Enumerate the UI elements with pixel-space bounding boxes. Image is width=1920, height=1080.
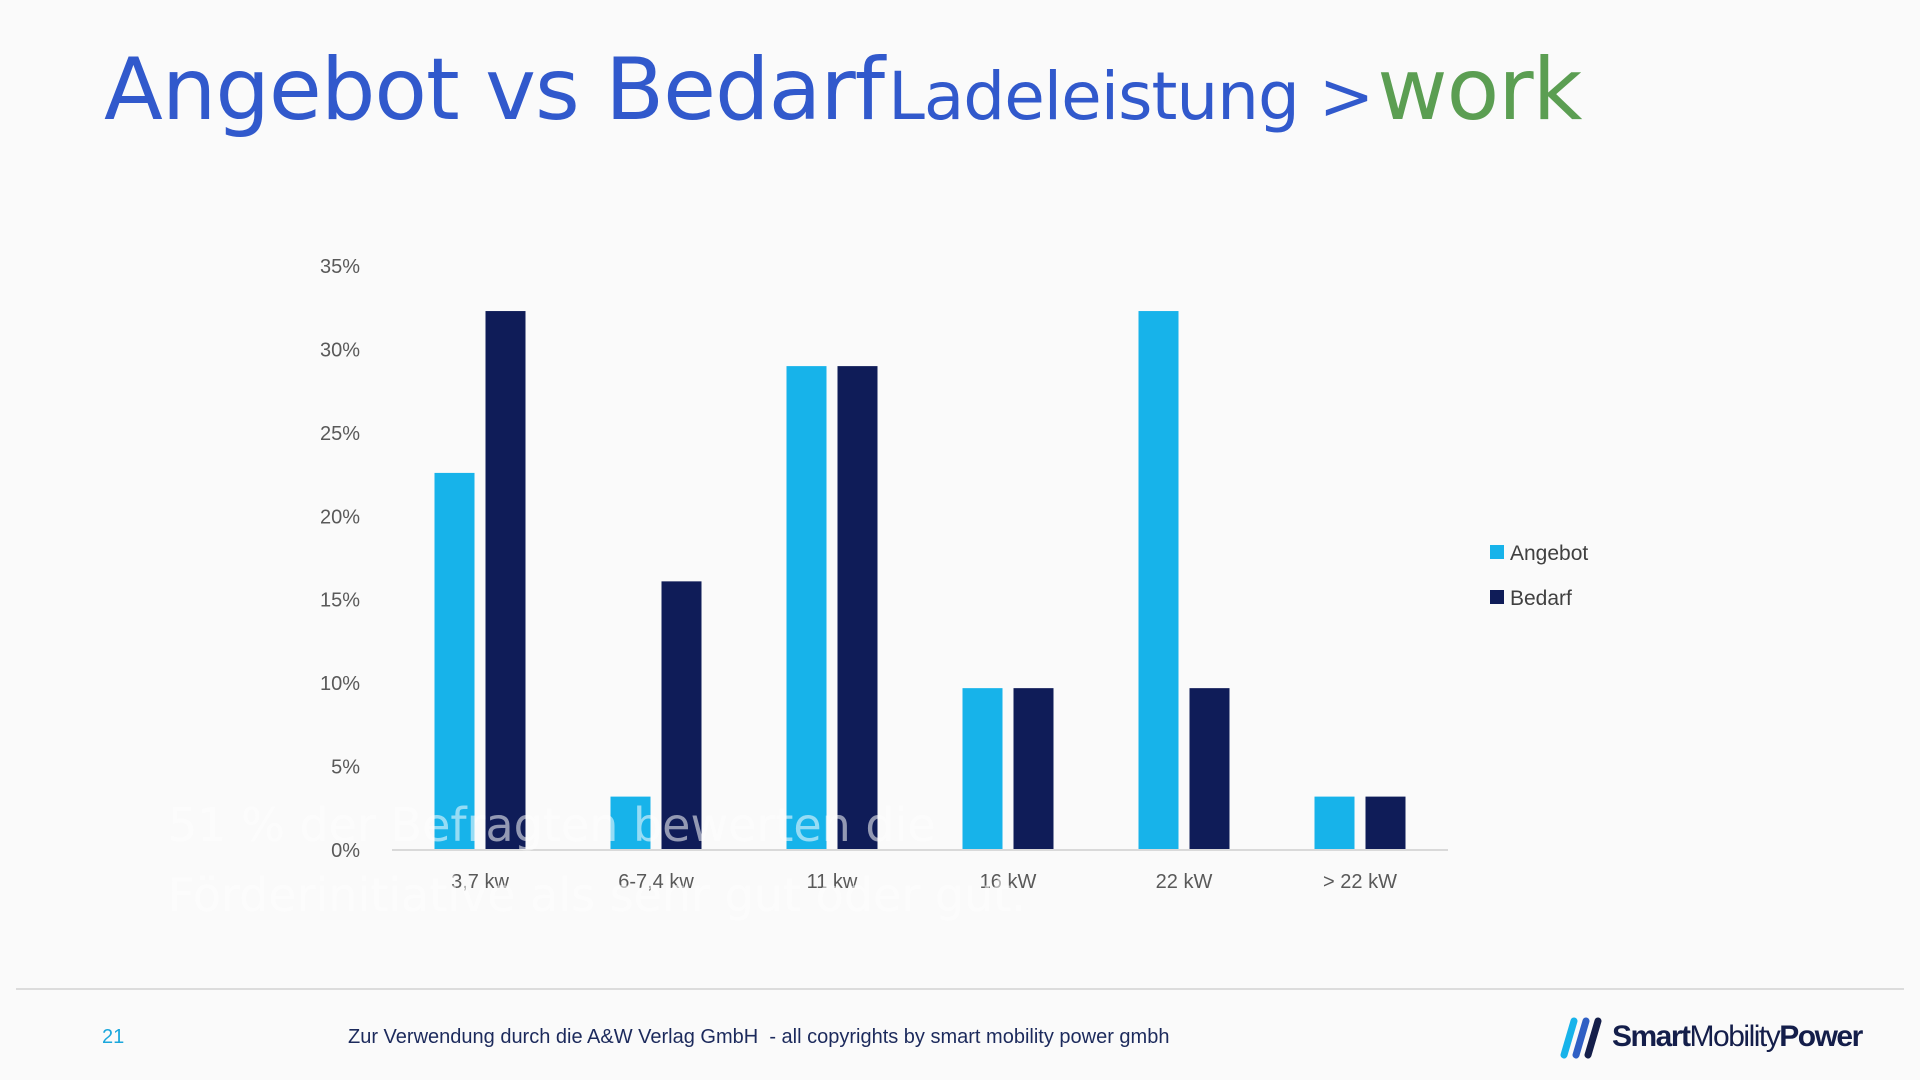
x-tick-label: 16 kW <box>980 871 1037 893</box>
bar-bedarf <box>1013 688 1054 850</box>
title-sub: Ladeleistung > <box>888 58 1374 135</box>
x-tick-label: 3,7 kw <box>451 871 509 893</box>
y-tick-label: 15% <box>320 590 360 612</box>
y-tick-label: 5% <box>331 757 360 779</box>
x-tick-label: > 22 kW <box>1323 871 1397 893</box>
bar-angebot <box>962 688 1003 850</box>
logo-wordmark: SmartMobilityPower <box>1612 1020 1863 1054</box>
title-main: Angebot vs Bedarf <box>104 40 885 140</box>
y-tick-label: 10% <box>320 673 360 695</box>
page-number: 21 <box>102 1026 125 1048</box>
title-accent: work <box>1377 40 1582 140</box>
company-logo: SmartMobilityPower <box>1560 1012 1863 1062</box>
y-tick-label: 20% <box>320 506 360 528</box>
bar-angebot <box>610 796 651 850</box>
footer-copyright: Zur Verwendung durch die A&W Verlag GmbH… <box>348 1026 1170 1048</box>
bar-bedarf <box>485 311 526 851</box>
logo-word-1: Smart <box>1612 1020 1691 1053</box>
bar-angebot <box>786 366 827 850</box>
logo-word-2: Mobility <box>1689 1020 1781 1053</box>
y-axis-ticks: 0% 5% 10% 15% 20% 25% 30% 35% <box>320 256 360 862</box>
logo-mark-icon <box>1560 1017 1602 1059</box>
logo-word-3: Power <box>1779 1020 1863 1053</box>
y-tick-label: 35% <box>320 256 360 278</box>
footer-divider <box>16 988 1904 990</box>
page-title: Angebot vs Bedarf Ladeleistung > work <box>104 40 1582 140</box>
bar-bedarf <box>1365 796 1406 850</box>
legend: Angebot Bedarf <box>1490 542 1588 610</box>
bar-bedarf <box>1189 688 1230 850</box>
legend-swatch <box>1490 545 1504 559</box>
bars <box>434 311 1406 851</box>
x-tick-label: 6-7,4 kw <box>618 871 694 893</box>
y-tick-label: 30% <box>320 339 360 361</box>
y-tick-label: 0% <box>331 840 360 862</box>
bar-angebot <box>1314 796 1355 850</box>
legend-label: Angebot <box>1510 542 1588 565</box>
y-tick-label: 25% <box>320 423 360 445</box>
x-tick-label: 11 kw <box>807 871 858 893</box>
legend-label: Bedarf <box>1510 587 1572 610</box>
bar-bedarf <box>661 581 702 850</box>
bar-angebot <box>1138 311 1179 851</box>
legend-swatch <box>1490 590 1504 604</box>
x-axis-ticks: 3,7 kw 6-7,4 kw 11 kw 16 kW 22 kW > 22 kW <box>451 871 1397 893</box>
bar-bedarf <box>837 366 878 850</box>
bar-angebot <box>434 472 475 850</box>
x-tick-label: 22 kW <box>1156 871 1213 893</box>
